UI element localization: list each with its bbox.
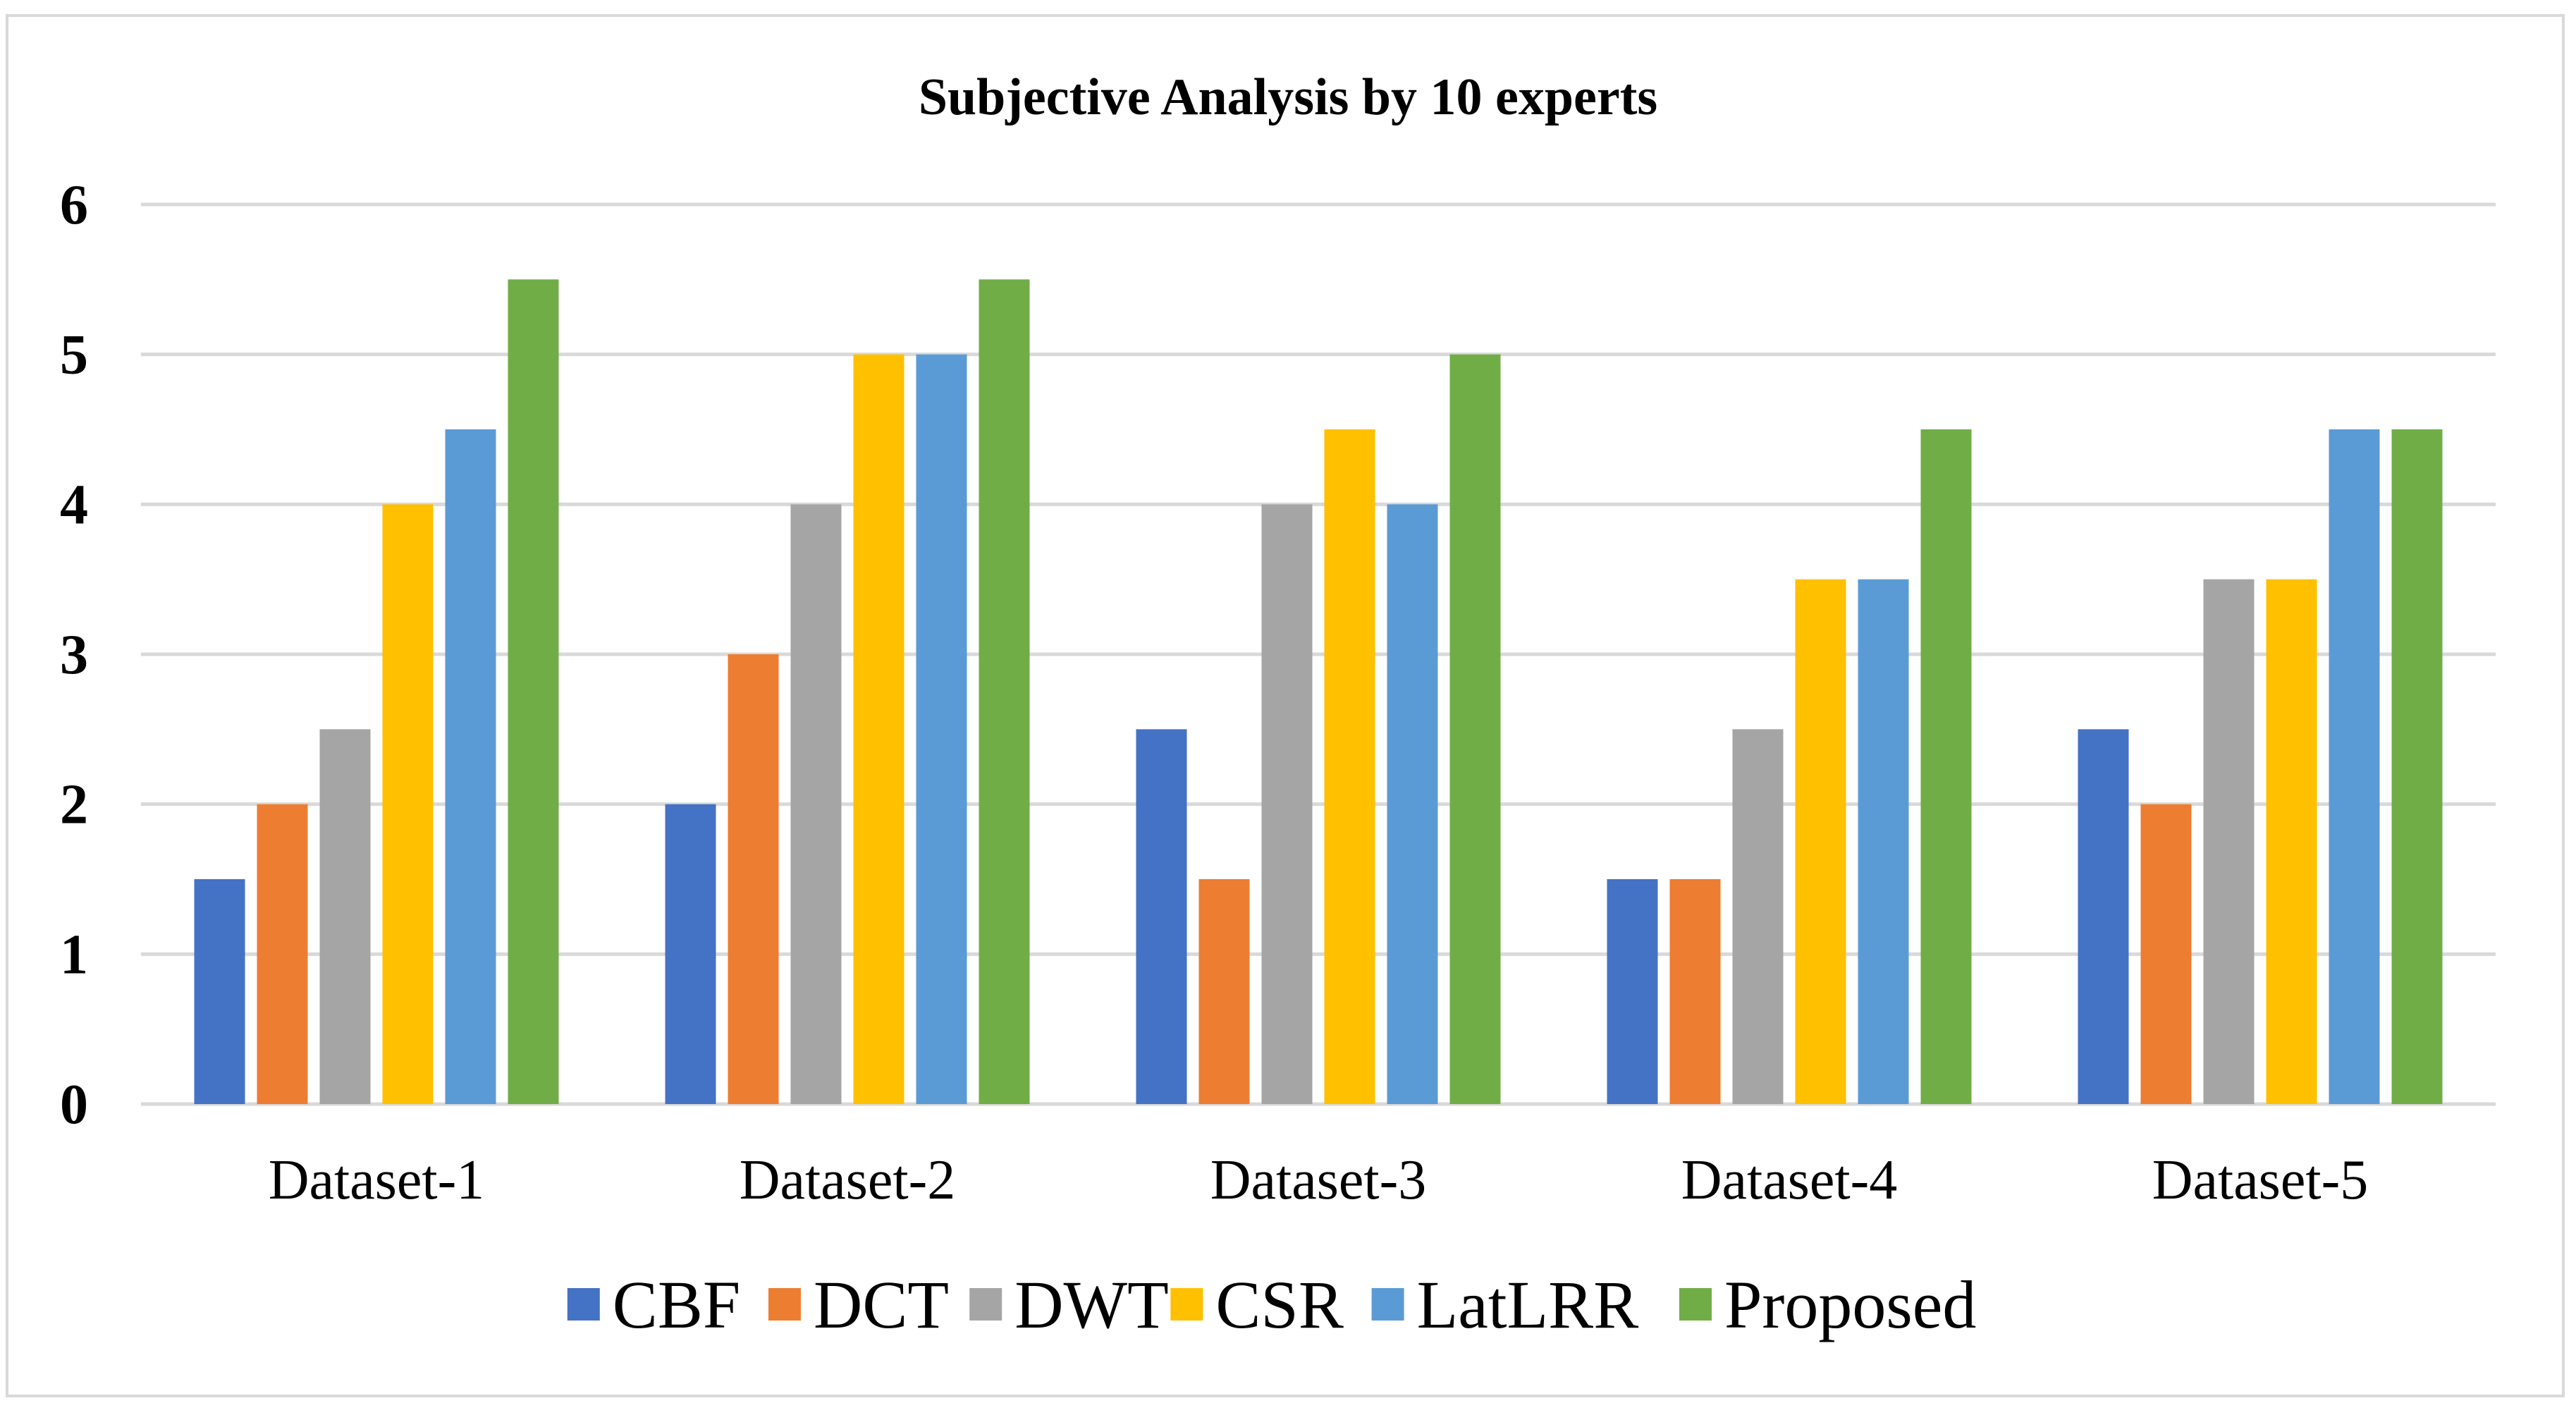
legend-swatch	[768, 1288, 801, 1321]
bar-cbf-dataset-4	[1607, 879, 1658, 1104]
bar-latlrr-dataset-5	[2329, 429, 2380, 1104]
bar-latlrr-dataset-1	[445, 429, 496, 1104]
bar-proposed-dataset-5	[2391, 429, 2443, 1104]
y-tick-label: 6	[60, 174, 88, 236]
legend-item-proposed: Proposed	[1679, 1267, 1976, 1342]
bar-dct-dataset-4	[1669, 879, 1721, 1104]
chart-title: Subjective Analysis by 10 experts	[919, 68, 1657, 126]
legend: CBF DCT DWT CSR LatLRR Proposed	[567, 1267, 1976, 1342]
legend-item-dwt: DWT	[969, 1267, 1169, 1342]
bar-cbf-dataset-5	[2078, 729, 2129, 1104]
x-axis-tick-labels: Dataset-1 Dataset-2 Dataset-3 Dataset-4 Data…	[269, 1149, 2369, 1211]
x-tick-label: Dataset-4	[1681, 1149, 1898, 1211]
x-tick-label: Dataset-3	[1210, 1149, 1427, 1211]
bar-dct-dataset-5	[2140, 804, 2192, 1104]
legend-item-csr: CSR	[1170, 1267, 1344, 1342]
bar-dwt-dataset-2	[790, 504, 842, 1104]
bar-dwt-dataset-5	[2203, 579, 2255, 1104]
bar-dwt-dataset-4	[1732, 729, 1784, 1104]
bar-dwt-dataset-1	[319, 729, 371, 1104]
legend-label: CBF	[613, 1267, 740, 1342]
bar-cbf-dataset-2	[665, 804, 716, 1104]
bar-cbf-dataset-1	[194, 879, 245, 1104]
legend-swatch	[969, 1288, 1002, 1321]
bar-dct-dataset-2	[728, 654, 779, 1104]
bars	[194, 279, 2443, 1105]
bar-proposed-dataset-3	[1449, 354, 1501, 1105]
y-tick-label: 5	[60, 324, 88, 386]
legend-item-cbf: CBF	[567, 1267, 740, 1342]
x-tick-label: Dataset-5	[2152, 1149, 2369, 1211]
bar-csr-dataset-5	[2266, 579, 2317, 1104]
y-tick-label: 4	[60, 474, 88, 536]
legend-label: Proposed	[1724, 1267, 1976, 1342]
bar-dwt-dataset-3	[1261, 504, 1313, 1104]
y-axis-tick-labels: 0 1 2 3 4 5 6	[60, 174, 88, 1136]
legend-swatch	[1170, 1288, 1203, 1321]
bar-cbf-dataset-3	[1136, 729, 1187, 1104]
bar-dct-dataset-1	[257, 804, 308, 1104]
legend-label: DCT	[814, 1267, 949, 1342]
bar-latlrr-dataset-2	[916, 354, 967, 1105]
bar-csr-dataset-1	[382, 504, 434, 1104]
legend-item-latlrr: LatLRR	[1371, 1267, 1639, 1342]
y-tick-label: 2	[60, 774, 88, 836]
legend-label: DWT	[1014, 1267, 1169, 1342]
legend-item-dct: DCT	[768, 1267, 949, 1342]
bar-proposed-dataset-2	[979, 279, 1030, 1104]
bar-dct-dataset-3	[1198, 879, 1250, 1104]
y-tick-label: 0	[60, 1074, 88, 1136]
legend-swatch	[1371, 1288, 1404, 1321]
legend-swatch	[1679, 1288, 1712, 1321]
y-tick-label: 3	[60, 624, 88, 686]
bar-proposed-dataset-4	[1920, 429, 1972, 1104]
bar-csr-dataset-2	[853, 354, 904, 1105]
y-tick-label: 1	[60, 924, 88, 986]
x-tick-label: Dataset-1	[269, 1149, 485, 1211]
legend-label: CSR	[1215, 1267, 1343, 1342]
bar-proposed-dataset-1	[508, 279, 559, 1104]
legend-label: LatLRR	[1417, 1267, 1639, 1342]
x-tick-label: Dataset-2	[740, 1149, 956, 1211]
bar-latlrr-dataset-3	[1387, 504, 1438, 1104]
legend-swatch	[567, 1288, 600, 1321]
bar-csr-dataset-4	[1795, 579, 1846, 1104]
bar-latlrr-dataset-4	[1858, 579, 1909, 1104]
bar-csr-dataset-3	[1324, 429, 1375, 1104]
